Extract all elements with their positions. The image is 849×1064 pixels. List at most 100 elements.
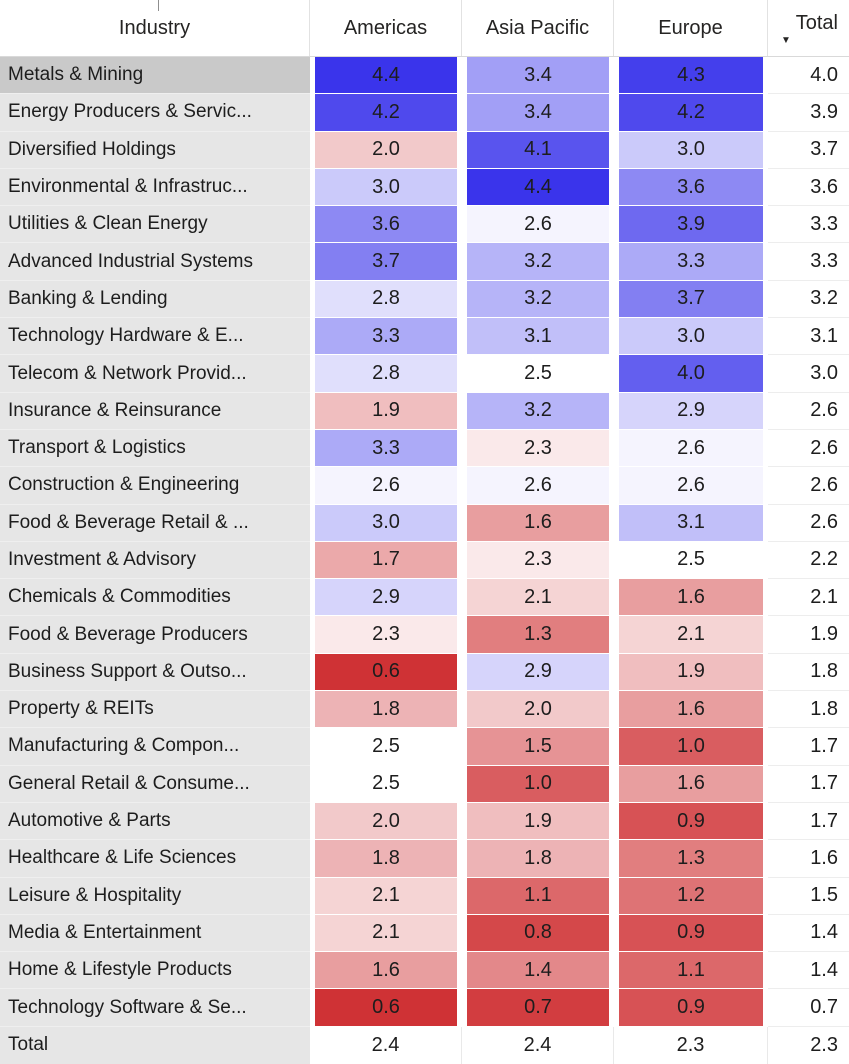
- row-label[interactable]: Healthcare & Life Sciences: [0, 840, 310, 878]
- heatmap-cell[interactable]: 4.2: [310, 94, 462, 132]
- heatmap-cell[interactable]: 4.4: [310, 57, 462, 95]
- heatmap-cell[interactable]: 1.9: [310, 392, 462, 430]
- heatmap-cell[interactable]: 1.6: [614, 579, 768, 617]
- row-total-cell[interactable]: 3.2: [768, 280, 849, 319]
- row-label-total[interactable]: Total: [0, 1026, 310, 1064]
- heatmap-cell[interactable]: 0.6: [310, 653, 462, 692]
- row-total-cell[interactable]: 1.7: [768, 728, 849, 766]
- heatmap-cell[interactable]: 3.3: [614, 243, 768, 281]
- row-total-cell[interactable]: 1.6: [768, 840, 849, 878]
- heatmap-cell[interactable]: 2.1: [462, 579, 614, 617]
- row-label[interactable]: Energy Producers & Servic...: [0, 94, 310, 132]
- row-label[interactable]: Metals & Mining: [0, 57, 310, 95]
- row-total-cell[interactable]: 2.6: [768, 392, 849, 430]
- row-total-cell[interactable]: 3.1: [768, 318, 849, 356]
- row-label[interactable]: Business Support & Outso...: [0, 653, 310, 692]
- row-total-cell[interactable]: 3.6: [768, 168, 849, 207]
- heatmap-cell[interactable]: 2.1: [310, 914, 462, 953]
- heatmap-cell[interactable]: 1.6: [614, 691, 768, 729]
- row-total-cell[interactable]: 1.7: [768, 765, 849, 803]
- row-label[interactable]: Insurance & Reinsurance: [0, 392, 310, 430]
- row-label[interactable]: Environmental & Infrastruc...: [0, 168, 310, 207]
- row-label[interactable]: Investment & Advisory: [0, 541, 310, 580]
- heatmap-cell[interactable]: 1.8: [462, 840, 614, 878]
- heatmap-cell[interactable]: 1.0: [614, 728, 768, 766]
- row-total-cell[interactable]: 1.4: [768, 952, 849, 990]
- row-total-cell[interactable]: 2.6: [768, 504, 849, 542]
- column-header-industry[interactable]: Industry: [0, 0, 310, 56]
- heatmap-cell[interactable]: 3.2: [462, 280, 614, 319]
- heatmap-cell[interactable]: 3.2: [462, 392, 614, 430]
- heatmap-cell[interactable]: 4.1: [462, 131, 614, 169]
- heatmap-cell[interactable]: 2.3: [462, 429, 614, 468]
- row-total-cell[interactable]: 3.7: [768, 131, 849, 169]
- row-total-cell[interactable]: 4.0: [768, 57, 849, 95]
- row-label[interactable]: General Retail & Consume...: [0, 765, 310, 803]
- heatmap-cell[interactable]: 0.7: [462, 989, 614, 1027]
- row-total-cell[interactable]: 1.8: [768, 691, 849, 729]
- heatmap-cell[interactable]: 2.3: [310, 616, 462, 654]
- heatmap-cell[interactable]: 3.2: [462, 243, 614, 281]
- row-total-cell[interactable]: 2.6: [768, 467, 849, 505]
- heatmap-cell[interactable]: 1.3: [614, 840, 768, 878]
- row-label[interactable]: Leisure & Hospitality: [0, 877, 310, 915]
- row-label[interactable]: Advanced Industrial Systems: [0, 243, 310, 281]
- column-header-total[interactable]: Total ▼: [768, 0, 849, 56]
- row-total-cell[interactable]: 1.8: [768, 653, 849, 692]
- heatmap-cell[interactable]: 3.0: [310, 504, 462, 542]
- row-total-cell[interactable]: 2.1: [768, 579, 849, 617]
- heatmap-cell[interactable]: 2.0: [462, 691, 614, 729]
- row-total-cell[interactable]: 2.6: [768, 429, 849, 468]
- heatmap-cell[interactable]: 3.3: [310, 429, 462, 468]
- row-total-cell[interactable]: 3.3: [768, 243, 849, 281]
- heatmap-cell[interactable]: 2.8: [310, 355, 462, 393]
- row-label[interactable]: Chemicals & Commodities: [0, 579, 310, 617]
- heatmap-cell[interactable]: 3.7: [614, 280, 768, 319]
- heatmap-cell[interactable]: 2.9: [614, 392, 768, 430]
- heatmap-cell[interactable]: 2.9: [462, 653, 614, 692]
- heatmap-cell[interactable]: 3.7: [310, 243, 462, 281]
- row-total-cell[interactable]: 1.4: [768, 914, 849, 953]
- heatmap-cell[interactable]: 3.6: [310, 206, 462, 244]
- heatmap-cell[interactable]: 0.9: [614, 914, 768, 953]
- heatmap-cell[interactable]: 3.1: [614, 504, 768, 542]
- heatmap-cell[interactable]: 3.6: [614, 168, 768, 207]
- grand-total-value-cell[interactable]: 2.3: [768, 1026, 849, 1064]
- heatmap-cell[interactable]: 2.8: [310, 280, 462, 319]
- heatmap-cell[interactable]: 1.0: [462, 765, 614, 803]
- heatmap-cell[interactable]: 1.6: [310, 952, 462, 990]
- heatmap-cell[interactable]: 1.9: [462, 802, 614, 841]
- column-header-americas[interactable]: Americas: [310, 0, 462, 56]
- heatmap-cell[interactable]: 2.5: [462, 355, 614, 393]
- heatmap-cell[interactable]: 4.4: [462, 168, 614, 207]
- row-total-cell[interactable]: 1.7: [768, 802, 849, 841]
- heatmap-cell[interactable]: 3.1: [462, 318, 614, 356]
- row-label[interactable]: Manufacturing & Compon...: [0, 728, 310, 766]
- row-label[interactable]: Property & REITs: [0, 691, 310, 729]
- row-label[interactable]: Technology Hardware & E...: [0, 318, 310, 356]
- heatmap-cell[interactable]: 2.9: [310, 579, 462, 617]
- column-header-asia-pacific[interactable]: Asia Pacific: [462, 0, 614, 56]
- heatmap-cell[interactable]: 3.9: [614, 206, 768, 244]
- row-label[interactable]: Transport & Logistics: [0, 429, 310, 468]
- heatmap-cell[interactable]: 1.7: [310, 541, 462, 580]
- heatmap-cell[interactable]: 2.1: [614, 616, 768, 654]
- heatmap-cell[interactable]: 0.6: [310, 989, 462, 1027]
- heatmap-cell[interactable]: 2.6: [614, 429, 768, 468]
- row-label[interactable]: Technology Software & Se...: [0, 989, 310, 1027]
- row-total-cell[interactable]: 3.0: [768, 355, 849, 393]
- total-row-value-cell[interactable]: 2.3: [614, 1026, 768, 1064]
- heatmap-cell[interactable]: 0.9: [614, 802, 768, 841]
- row-total-cell[interactable]: 1.9: [768, 616, 849, 654]
- heatmap-cell[interactable]: 3.4: [462, 94, 614, 132]
- row-label[interactable]: Food & Beverage Producers: [0, 616, 310, 654]
- row-total-cell[interactable]: 0.7: [768, 989, 849, 1027]
- row-label[interactable]: Food & Beverage Retail & ...: [0, 504, 310, 542]
- row-total-cell[interactable]: 1.5: [768, 877, 849, 915]
- heatmap-cell[interactable]: 1.6: [462, 504, 614, 542]
- row-label[interactable]: Diversified Holdings: [0, 131, 310, 169]
- heatmap-cell[interactable]: 2.5: [614, 541, 768, 580]
- heatmap-cell[interactable]: 2.6: [462, 467, 614, 505]
- heatmap-cell[interactable]: 1.9: [614, 653, 768, 692]
- row-label[interactable]: Telecom & Network Provid...: [0, 355, 310, 393]
